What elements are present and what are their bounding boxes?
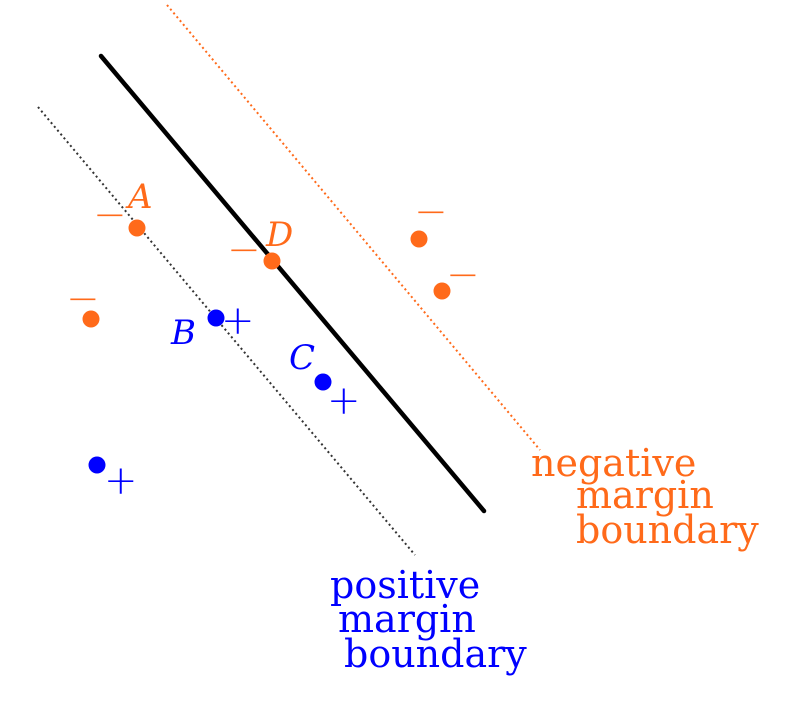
point-c-sign: + [327,378,361,424]
negative-point-1 [82,310,100,328]
negative-point-2-sign: − [414,189,448,235]
negative-caption-line1: negative [531,441,696,485]
point-a-sign: − [93,192,127,238]
point-d-label: D [265,215,293,255]
positive-point-1-sign: + [104,458,138,504]
negative-point-3-sign: − [446,252,480,298]
negative-margin-line [166,4,541,451]
negative-caption-line3: boundary [576,508,759,552]
point-b [207,309,225,327]
positive-point-1 [88,456,106,474]
point-a-label: A [125,177,153,217]
negative-point-3 [433,282,451,300]
negative-point-2 [410,230,428,248]
point-a [128,219,146,237]
point-c-label: C [289,338,315,378]
point-c [314,373,332,391]
positive-caption-line3: boundary [344,632,527,676]
decision-boundary-line [98,53,487,514]
point-d [263,252,281,270]
negative-caption-line2: margin [576,473,714,517]
point-b-label: B [170,313,196,353]
point-d-sign: − [227,227,261,273]
positive-caption-line2: margin [338,597,476,641]
point-b-sign: + [221,298,255,344]
positive-caption-line1: positive [330,563,480,607]
negative-point-1-sign: − [66,276,100,322]
